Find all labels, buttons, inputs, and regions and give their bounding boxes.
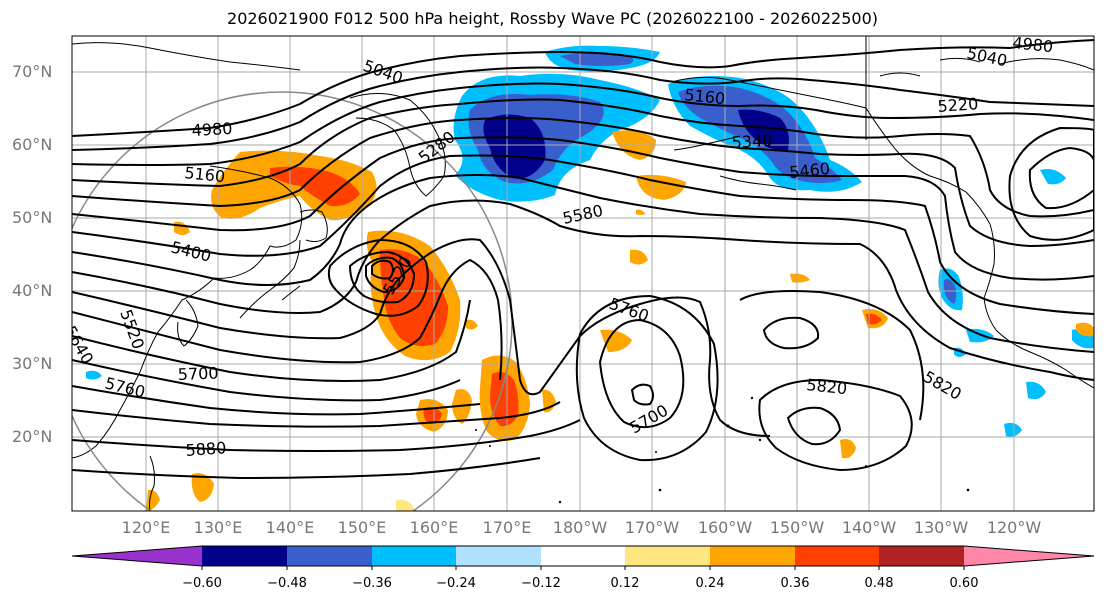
colorbar-bin [287, 546, 372, 566]
colorbar-bin [456, 546, 541, 566]
contour-line [72, 401, 561, 428]
contour-line [72, 359, 461, 402]
contour-line [72, 299, 471, 382]
contour-line [72, 117, 1094, 248]
height-contours [72, 39, 1094, 480]
contour-trough-4 [371, 259, 394, 280]
contour-line [72, 199, 1094, 381]
lon-label: 120°W [986, 518, 1042, 537]
contour-line [72, 98, 1094, 218]
colorbar-tick-label: −0.48 [267, 576, 307, 591]
lon-label: 140°E [265, 518, 315, 537]
contour-high-ne [1028, 146, 1094, 210]
coast-arctic-islands [865, 36, 1094, 140]
contour-label: 5700 [177, 364, 218, 384]
colorbar-bin [372, 546, 456, 566]
contour-trough-1 [327, 238, 429, 317]
lon-label: 170°E [482, 518, 532, 537]
coast-north-america [983, 223, 1094, 389]
colorbar-tick-label: −0.24 [436, 576, 476, 591]
positive-anomaly-shading [146, 130, 1094, 511]
map-frame [71, 35, 1095, 512]
lon-label: 130°E [193, 518, 243, 537]
lon-label: 130°W [913, 518, 969, 537]
contour-line [72, 238, 771, 437]
map-title: 2026021900 F012 500 hPa height, Rossby W… [227, 9, 878, 28]
contour-line [72, 385, 481, 416]
colorbar-tick-label: −0.60 [182, 576, 222, 591]
colorbar-tick-label: 0.48 [864, 576, 894, 591]
lat-lon-grid [72, 36, 1094, 511]
contour-label: 5340 [731, 131, 773, 152]
lat-label: 30°N [12, 354, 53, 373]
colorbar-bin [202, 546, 287, 566]
colorbar-bin [710, 546, 795, 566]
colorbar-tick-label: 0.12 [610, 576, 640, 591]
contour-line [72, 39, 1094, 137]
lon-label: 150°E [337, 518, 387, 537]
lat-label: 60°N [12, 135, 53, 154]
contour-label: 5820 [806, 375, 848, 398]
contour-label: 4980 [191, 119, 233, 140]
lon-label: 150°W [769, 518, 825, 537]
coast-korea [177, 299, 199, 347]
contour-low-5760 [575, 294, 719, 462]
contour-ridge [739, 290, 925, 421]
lon-label: 160°W [697, 518, 753, 537]
lon-label: 120°E [121, 518, 171, 537]
colorbar-tick-label: 0.24 [695, 576, 725, 591]
colorbar-tick-label: 0.60 [949, 576, 979, 591]
contour-low-inner [630, 383, 654, 406]
contour-line [72, 82, 1094, 166]
contour-line [72, 258, 503, 381]
lat-label: 20°N [12, 427, 53, 446]
coast-kamchatka [349, 93, 446, 197]
lon-label: 140°W [841, 518, 897, 537]
colorbar-tick-label: −0.12 [521, 576, 561, 591]
colorbar-bin [541, 546, 625, 566]
contour-high-inner-2 [762, 316, 820, 350]
contour-label: 5220 [937, 94, 979, 116]
lat-label: 40°N [12, 281, 53, 300]
contour-line [72, 136, 1094, 281]
contour-label: 5160 [184, 163, 226, 186]
colorbar [71, 545, 1095, 570]
contour-line [72, 154, 1094, 315]
lon-label: 160°E [409, 518, 459, 537]
contour-line [72, 457, 541, 480]
colorbar-bin [625, 546, 710, 566]
lon-label: 170°W [624, 518, 680, 537]
contour-label: 4980 [1012, 33, 1054, 56]
contour-trough-2 [348, 250, 416, 304]
colorbar-bin [879, 546, 964, 566]
lat-label: 70°N [12, 62, 53, 81]
lat-label: 50°N [12, 208, 53, 227]
contour-line [72, 66, 1094, 151]
contour-high-5820 [758, 378, 913, 472]
colorbar-bin [795, 546, 879, 566]
coast-philippines [149, 455, 155, 511]
contour-low-5700 [598, 318, 685, 429]
colorbar-tick-label: 0.36 [780, 576, 810, 591]
contour-trough-3 [365, 256, 406, 294]
colorbar-extend-high [964, 546, 1094, 566]
map-area: 5040 4980 5040 4980 5160 5220 5280 5340 … [72, 33, 1094, 511]
contour-line [72, 419, 581, 452]
contour-high-inner-1 [786, 406, 842, 446]
contour-high-ne-outer [1008, 126, 1094, 241]
lon-label: 180°W [552, 518, 608, 537]
colorbar-extend-low [72, 546, 202, 566]
coast-japan [239, 209, 328, 319]
contour-line [72, 174, 1094, 353]
contour-label: 5160 [684, 85, 726, 108]
colorbar-tick-label: −0.36 [352, 576, 392, 591]
contour-label: 5460 [788, 159, 830, 182]
contour-label: 5880 [185, 438, 227, 460]
